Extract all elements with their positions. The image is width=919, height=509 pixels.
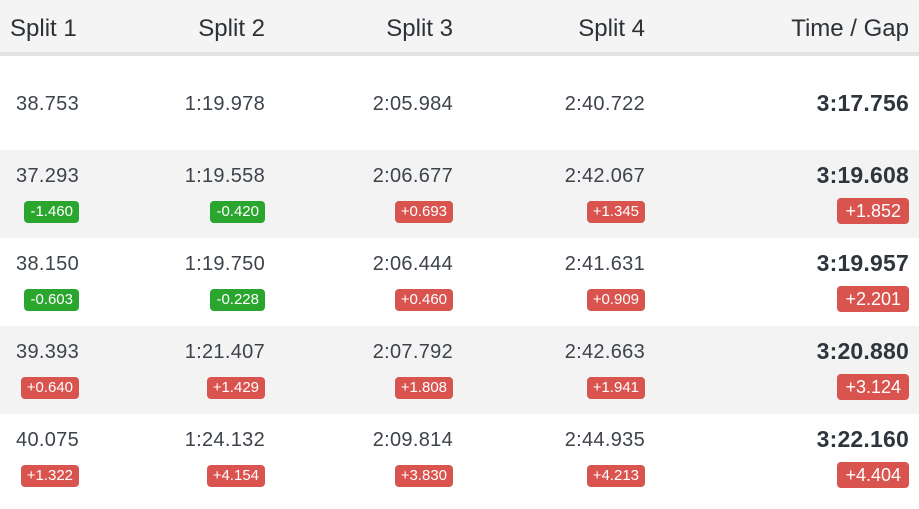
split-2-value: 1:24.132: [184, 429, 265, 451]
split-2-delta-badge: +1.429: [206, 377, 265, 399]
split-4-cell: 2:40.722: [0, 60, 645, 148]
total-time: 3:17.756: [816, 90, 909, 116]
split-3-value: 2:05.984: [372, 93, 453, 115]
header-split-1[interactable]: Split 1: [10, 15, 77, 42]
split-4-cell: 2:44.935 +4.213: [0, 414, 645, 502]
split-3-cell: 2:06.677 +0.693: [0, 150, 453, 238]
split-2-cell: 1:19.978: [0, 60, 265, 148]
split-3-cell: 2:06.444 +0.460: [0, 238, 453, 326]
split-3-delta-badge: +3.830: [394, 465, 453, 487]
split-3-value: 2:06.444: [372, 253, 453, 275]
split-2-delta-badge: -0.228: [210, 289, 265, 311]
table-header: Split 1 Split 2 Split 3 Split 4 Time / G…: [0, 0, 919, 56]
table-bottom-spacer: [0, 500, 919, 509]
time-cell: 3:19.608 +1.852: [0, 150, 909, 238]
table-row: 40.075 +1.322 1:24.132 +4.154 2:09.814 +…: [0, 414, 919, 502]
split-3-delta-badge: +0.460: [394, 289, 453, 311]
time-cell: 3:19.957 +2.201: [0, 238, 909, 326]
split-1-cell: 38.753: [0, 60, 79, 148]
split-4-value: 2:44.935: [564, 429, 645, 451]
gap-badge: +1.852: [837, 198, 909, 224]
split-4-value: 2:42.663: [564, 341, 645, 363]
table-row: 38.150 -0.603 1:19.750 -0.228 2:06.444 +…: [0, 238, 919, 326]
total-time: 3:20.880: [816, 338, 909, 364]
split-3-value: 2:06.677: [372, 165, 453, 187]
split-4-delta-badge: +4.213: [586, 465, 645, 487]
table-row: 39.393 +0.640 1:21.407 +1.429 2:07.792 +…: [0, 326, 919, 414]
split-1-cell: 37.293 -1.460: [0, 150, 79, 238]
split-1-cell: 38.150 -0.603: [0, 238, 79, 326]
table-row: 38.753 1:19.978 2:05.984 2:40.722 3:17.7…: [0, 60, 919, 152]
split-2-value: 1:19.978: [184, 93, 265, 115]
split-2-value: 1:19.750: [184, 253, 265, 275]
split-4-delta-badge: +1.941: [586, 377, 645, 399]
split-1-delta-badge: -1.460: [24, 201, 79, 223]
header-split-3[interactable]: Split 3: [386, 15, 453, 42]
split-3-cell: 2:07.792 +1.808: [0, 326, 453, 414]
split-1-value: 40.075: [16, 429, 79, 451]
total-time: 3:22.160: [816, 426, 909, 452]
split-1-value: 38.753: [16, 93, 79, 115]
split-1-delta-badge: +0.640: [20, 377, 79, 399]
header-time-gap[interactable]: Time / Gap: [791, 15, 909, 42]
header-split-2[interactable]: Split 2: [198, 15, 265, 42]
table-row: 37.293 -1.460 1:19.558 -0.420 2:06.677 +…: [0, 150, 919, 238]
split-4-cell: 2:42.663 +1.941: [0, 326, 645, 414]
header-split-4[interactable]: Split 4: [578, 15, 645, 42]
split-3-delta-badge: +1.808: [394, 377, 453, 399]
gap-badge: +2.201: [837, 286, 909, 312]
split-1-delta-badge: +1.322: [20, 465, 79, 487]
split-3-value: 2:07.792: [372, 341, 453, 363]
split-3-delta-badge: +0.693: [394, 201, 453, 223]
split-1-delta-badge: -0.603: [24, 289, 79, 311]
split-2-delta-badge: -0.420: [210, 201, 265, 223]
split-4-value: 2:42.067: [564, 165, 645, 187]
split-1-value: 38.150: [16, 253, 79, 275]
time-cell: 3:20.880 +3.124: [0, 326, 909, 414]
split-2-cell: 1:21.407 +1.429: [0, 326, 265, 414]
split-4-delta-badge: +1.345: [586, 201, 645, 223]
split-1-value: 37.293: [16, 165, 79, 187]
gap-badge: +4.404: [837, 462, 909, 488]
split-2-cell: 1:24.132 +4.154: [0, 414, 265, 502]
total-time: 3:19.608: [816, 162, 909, 188]
split-4-value: 2:41.631: [564, 253, 645, 275]
gap-badge: +3.124: [837, 374, 909, 400]
split-2-cell: 1:19.750 -0.228: [0, 238, 265, 326]
split-2-cell: 1:19.558 -0.420: [0, 150, 265, 238]
split-1-cell: 39.393 +0.640: [0, 326, 79, 414]
split-1-value: 39.393: [16, 341, 79, 363]
split-1-cell: 40.075 +1.322: [0, 414, 79, 502]
time-cell: 3:17.756: [0, 60, 909, 148]
split-3-cell: 2:09.814 +3.830: [0, 414, 453, 502]
split-4-cell: 2:42.067 +1.345: [0, 150, 645, 238]
split-2-delta-badge: +4.154: [206, 465, 265, 487]
split-3-value: 2:09.814: [372, 429, 453, 451]
total-time: 3:19.957: [816, 250, 909, 276]
split-4-value: 2:40.722: [564, 93, 645, 115]
split-4-cell: 2:41.631 +0.909: [0, 238, 645, 326]
split-3-cell: 2:05.984: [0, 60, 453, 148]
split-4-delta-badge: +0.909: [586, 289, 645, 311]
time-cell: 3:22.160 +4.404: [0, 414, 909, 502]
split-2-value: 1:21.407: [184, 341, 265, 363]
split-2-value: 1:19.558: [184, 165, 265, 187]
